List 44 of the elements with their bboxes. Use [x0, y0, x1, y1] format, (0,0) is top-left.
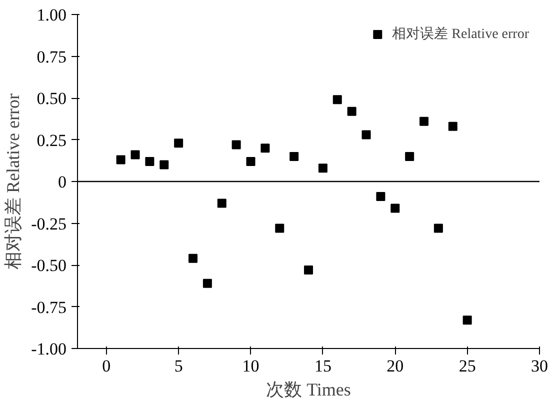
x-tick-label: 20 — [386, 356, 404, 376]
x-tick-label: 10 — [242, 356, 260, 376]
point — [290, 152, 299, 161]
y-tick-label: -1.00 — [31, 340, 67, 358]
point — [318, 164, 328, 173]
point — [130, 150, 140, 160]
y-tick-label: -0.25 — [31, 214, 67, 234]
point — [232, 140, 241, 150]
point — [160, 160, 169, 170]
y-axis-title: 相对误差 Relative error — [3, 94, 24, 270]
y-tick-label: 0.25 — [36, 130, 66, 150]
point — [174, 138, 184, 148]
point — [246, 156, 256, 166]
y-tick-label: -0.75 — [31, 298, 67, 317]
point — [332, 95, 342, 104]
point — [448, 122, 458, 131]
x-tick-label: 30 — [531, 356, 548, 376]
point — [217, 198, 226, 208]
point — [420, 116, 428, 126]
y-tick-label: 0 — [58, 172, 66, 192]
point — [434, 224, 443, 233]
point — [202, 278, 212, 288]
point — [145, 156, 154, 166]
y-tick-label: -0.50 — [31, 256, 67, 275]
point — [390, 204, 400, 213]
y-tick-label: 0.75 — [36, 47, 66, 66]
point — [275, 224, 284, 233]
point — [304, 266, 313, 275]
legend-label: 相对误差 Relative error — [392, 26, 529, 43]
point — [405, 152, 414, 161]
point — [376, 192, 386, 202]
y-tick-label: 1.00 — [36, 6, 66, 24]
x-tick-label: 25 — [458, 356, 476, 376]
y-tick-label: 0.50 — [36, 89, 66, 108]
point — [462, 316, 472, 325]
point — [260, 144, 270, 153]
x-tick-label: 15 — [314, 356, 332, 376]
x-axis-title: 次数 Times — [266, 380, 351, 400]
point — [362, 130, 371, 140]
point — [347, 106, 356, 116]
x-tick-label: 0 — [102, 356, 111, 376]
point — [116, 155, 126, 164]
x-tick-label: 5 — [174, 356, 183, 376]
point — [188, 254, 198, 263]
